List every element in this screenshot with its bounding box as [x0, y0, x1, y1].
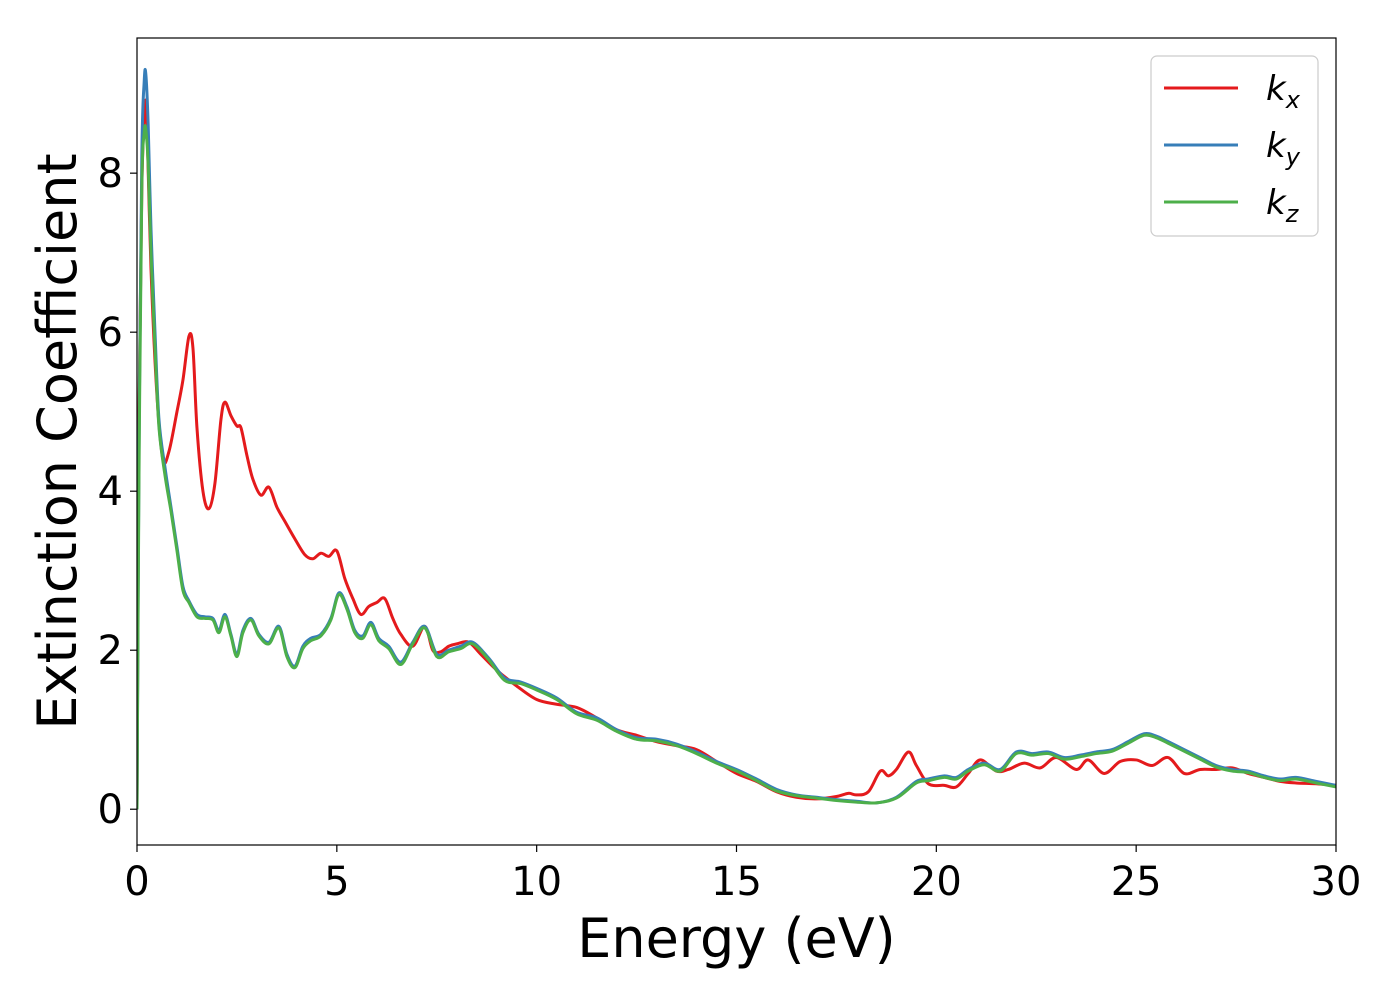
legend: kx ky kz	[1150, 55, 1319, 237]
x-tick-label: 30	[1311, 859, 1362, 905]
series-line-z	[137, 124, 1336, 810]
x-axis-label: Energy (eV)	[577, 907, 896, 970]
legend-label-x: kx	[1266, 69, 1301, 114]
y-tick-label: 6	[98, 310, 123, 356]
x-tick-label: 10	[511, 859, 562, 905]
x-tick-label: 5	[324, 859, 349, 905]
x-tick-label: 0	[124, 859, 149, 905]
x-tick-label: 15	[711, 859, 762, 905]
series-layer	[137, 67, 1336, 810]
legend-label-y: ky	[1266, 126, 1301, 171]
x-tick-label: 25	[1111, 859, 1162, 905]
y-tick-label: 4	[98, 469, 123, 515]
y-axis-ticks: 0 2 4 6 8	[98, 151, 137, 833]
legend-label-z: kz	[1266, 183, 1300, 228]
y-axis-label: Extinction Coefficient	[26, 153, 89, 729]
x-axis-ticks: 0 5 10 15 20 25 30	[124, 845, 1361, 905]
y-tick-label: 0	[98, 787, 123, 833]
y-tick-label: 8	[98, 151, 123, 197]
series-line-x	[137, 98, 1336, 810]
y-tick-label: 2	[98, 628, 123, 674]
x-tick-label: 20	[911, 859, 962, 905]
